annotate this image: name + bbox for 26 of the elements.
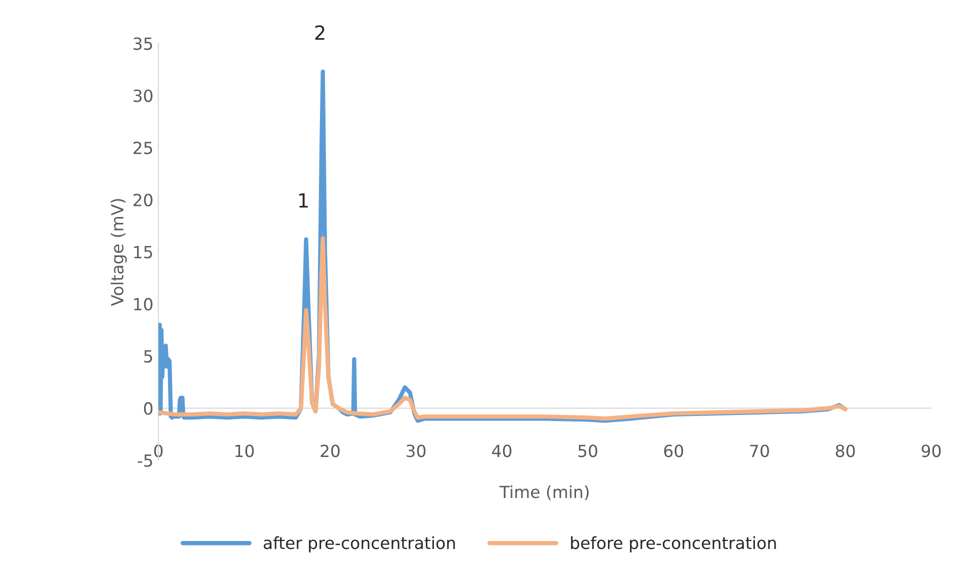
y-tick-label: 15 xyxy=(134,246,152,258)
x-tick-label: 90 xyxy=(922,444,941,458)
x-tick-label: 80 xyxy=(836,444,855,458)
y-tick-label: 35 xyxy=(134,37,152,50)
x-tick-label: 30 xyxy=(406,444,426,458)
y-tick-label: 0 xyxy=(144,402,152,415)
line-series xyxy=(158,236,848,421)
annotation: 2 xyxy=(315,25,324,40)
legend-label: after pre-concentration xyxy=(264,536,455,552)
y-tick-label: 20 xyxy=(134,194,152,206)
annotation: 1 xyxy=(299,193,308,208)
y-tick-label: 10 xyxy=(134,298,152,311)
x-axis-title: Time (min) xyxy=(499,485,589,500)
x-tick-label: 60 xyxy=(664,444,684,458)
x-tick-label: 40 xyxy=(492,444,512,458)
x-tick-label: 70 xyxy=(750,444,769,458)
y-axis-title: Voltage (mV) xyxy=(110,199,127,306)
y-tick-label: 30 xyxy=(134,89,152,102)
y-tick-label: 25 xyxy=(134,142,152,154)
x-tick-label: 50 xyxy=(578,444,598,458)
x-tick-label: 0 xyxy=(154,444,163,458)
y-tick-label: -5 xyxy=(138,454,152,467)
x-tick-label: 10 xyxy=(235,444,254,458)
y-tick-label: 5 xyxy=(144,350,152,363)
x-tick-label: 20 xyxy=(320,444,340,458)
legend-label: before pre-concentration xyxy=(571,536,776,552)
